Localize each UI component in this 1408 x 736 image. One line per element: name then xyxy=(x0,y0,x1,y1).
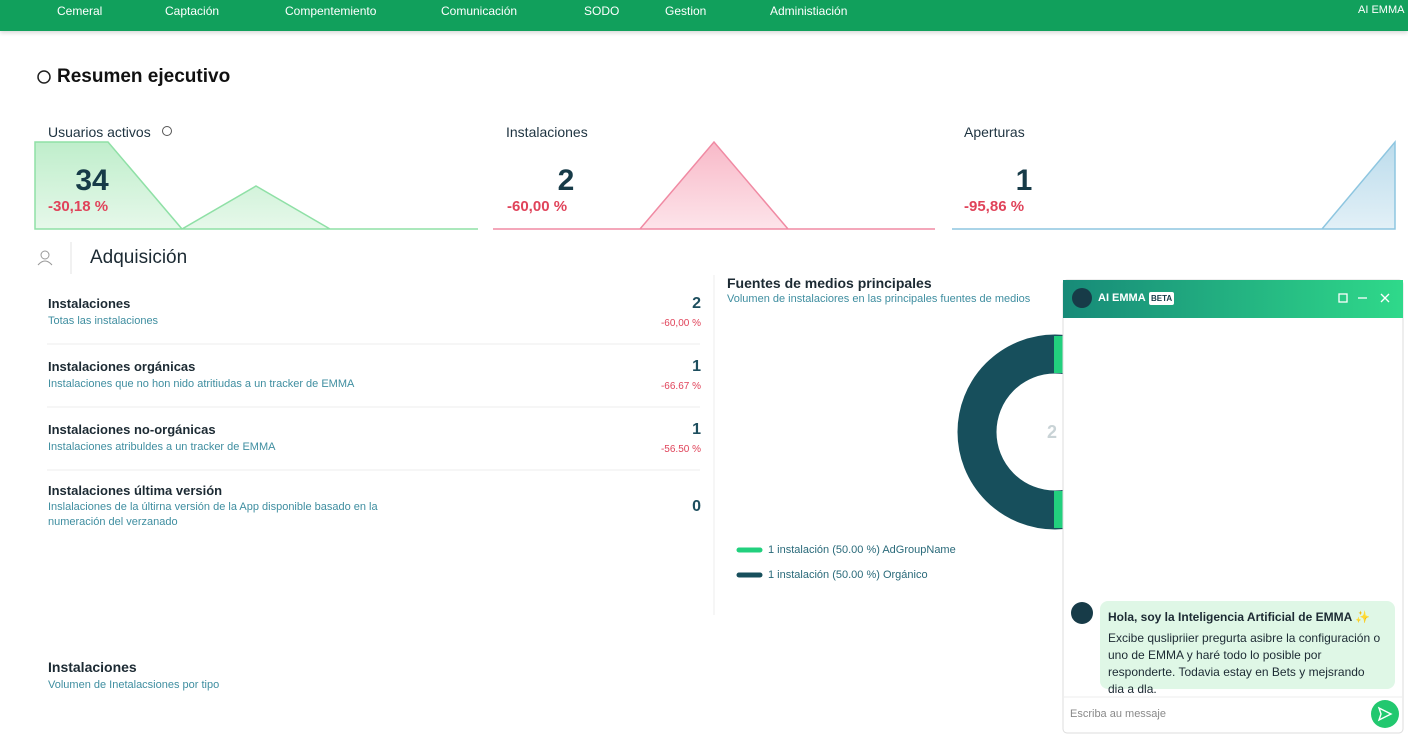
separators xyxy=(47,343,700,471)
kpi-value: 1 xyxy=(1015,164,1033,197)
ai-button[interactable]: AI EMMA xyxy=(1358,4,1405,16)
metric-subtitle: Instalaciones atribuldes a un tracker de… xyxy=(48,441,276,453)
card-subtitle: Volumen de instalaciores en las principa… xyxy=(727,293,1031,305)
page-title: Resumen ejecutivo xyxy=(57,66,231,87)
metric-value: 0 xyxy=(692,498,701,515)
kpi-change: -95,86 % xyxy=(964,198,1025,215)
send-icon xyxy=(1377,706,1393,722)
metric-title: Instalaciones xyxy=(48,296,131,311)
kpi-label: Usuarios activos xyxy=(48,124,151,140)
sparkline xyxy=(34,141,478,230)
metric-title: Instalaciones última versión xyxy=(48,483,223,498)
card-title: Instalaciones xyxy=(48,659,137,675)
sparkline xyxy=(952,139,1396,230)
user-icon xyxy=(40,250,50,260)
nav-item[interactable]: SODO xyxy=(584,4,620,18)
kpi-label: Instalaciones xyxy=(506,124,588,140)
metric-value: 2 xyxy=(692,295,701,312)
kpi-change: -30,18 % xyxy=(48,198,109,215)
metric-title: Instalaciones orgánicas xyxy=(48,359,196,374)
icon xyxy=(37,70,51,84)
chat-logo xyxy=(1072,288,1092,308)
donut-segment xyxy=(1054,336,1063,373)
kpi-label: Aperturas xyxy=(964,124,1025,140)
section-title: Adquisición xyxy=(90,247,188,268)
metric-subtitle: Totas las instalaciones xyxy=(48,315,159,327)
chat-message: Excibe quslipriier pregurta asibre la co… xyxy=(1108,631,1381,696)
legend-item: 1 instalación (50.00 %) Orgánico xyxy=(768,569,928,581)
metric-change: -66.67 % xyxy=(660,381,701,392)
nav-item[interactable]: Cemeral xyxy=(57,4,103,18)
metric-change: -60,00 % xyxy=(660,318,701,329)
metric-subtitle: Inslalaciones de la últirna versión de l… xyxy=(48,501,378,528)
chat-input[interactable]: Escriba au messaje xyxy=(1070,708,1166,720)
nav-item[interactable]: Compentemiento xyxy=(285,4,377,18)
top-nav xyxy=(0,0,1408,31)
kpi-value: 34 xyxy=(75,164,109,197)
metric-subtitle: Instalaciones que no hon nido atritiudas… xyxy=(48,378,355,390)
nav-item[interactable]: Administiación xyxy=(770,4,848,18)
chat-greeting: Hola, soy la Inteligencia Artificial de … xyxy=(1108,610,1371,624)
badge xyxy=(1149,292,1174,305)
sparkline xyxy=(493,140,935,230)
donut-center: 2 xyxy=(1047,422,1058,442)
card-title: Fuentes de medios principales xyxy=(727,275,932,291)
metric-value: 1 xyxy=(692,358,701,375)
legend-item: 1 instalación (50.00 %) AdGroupName xyxy=(768,544,956,556)
chat-avatar xyxy=(1071,602,1093,624)
kpi-value: 2 xyxy=(557,164,575,197)
metric-change: -56.50 % xyxy=(660,444,701,455)
help-icon xyxy=(162,126,172,136)
chat-badge: BETA xyxy=(1151,294,1173,303)
chat-header xyxy=(1063,280,1403,318)
donut-segment xyxy=(1054,491,1063,528)
window-controls[interactable] xyxy=(1338,293,1390,303)
chat-title: AI EMMA xyxy=(1098,292,1146,304)
send-button[interactable] xyxy=(1371,700,1399,728)
nav-item[interactable]: Captación xyxy=(165,4,220,18)
card-subtitle: Volumen de Inetalacsiones por tipo xyxy=(48,679,220,691)
nav-item[interactable]: Gestion xyxy=(665,4,707,18)
metric-title: Instalaciones no-orgánicas xyxy=(48,422,216,437)
kpi-change: -60,00 % xyxy=(507,198,568,215)
metric-value: 1 xyxy=(692,421,701,438)
nav-item[interactable]: Comunicación xyxy=(441,4,518,18)
user-icon xyxy=(37,260,53,266)
chat-bubble xyxy=(1100,601,1395,689)
